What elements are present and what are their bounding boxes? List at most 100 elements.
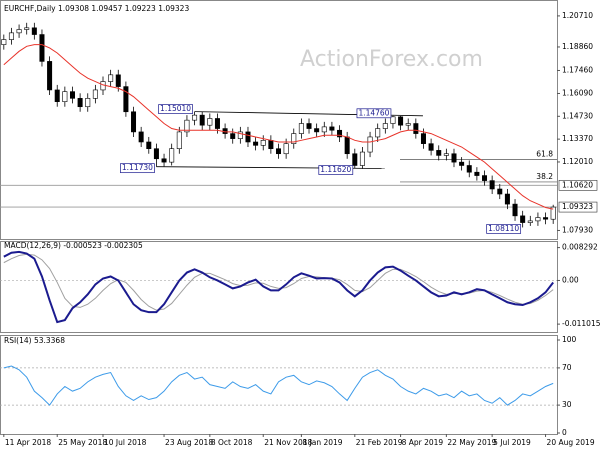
- moving-average: [3, 44, 554, 210]
- candle-body: [1, 39, 7, 45]
- annotation-label: 1.15010: [160, 104, 191, 113]
- candle-body: [359, 151, 365, 166]
- y-tick-label: -0.011015: [562, 319, 600, 328]
- macd-panel: [0, 241, 558, 333]
- chart-header: EURCHF,Daily 1.09308 1.09457 1.09223 1.0…: [4, 4, 189, 13]
- candle-body: [184, 119, 190, 133]
- candle-body: [497, 188, 503, 195]
- candle-body: [413, 123, 419, 134]
- y-tick-label: 0.008292: [562, 243, 598, 252]
- indicator-line: [3, 253, 554, 311]
- candle-body: [344, 136, 350, 155]
- x-tick-label: 21 Feb 2019: [356, 438, 403, 447]
- candle-body: [16, 29, 22, 34]
- candle-body: [466, 165, 472, 173]
- macd-title: MACD(12,26,9) -0.000523 -0.002305: [4, 241, 143, 250]
- fib-label: 61.8: [536, 150, 553, 159]
- price-level-label: 1.10620: [562, 180, 593, 189]
- candle-body: [321, 126, 327, 133]
- candle-body: [367, 136, 373, 153]
- candle-body: [176, 131, 182, 150]
- indicator-line: [3, 365, 554, 406]
- candle-body: [337, 129, 343, 138]
- candle-body: [92, 89, 98, 99]
- y-tick-label: 70: [562, 363, 572, 372]
- candle-body: [230, 133, 236, 139]
- fib-label: 38.2: [536, 172, 553, 181]
- candle-body: [54, 89, 60, 102]
- candle-body: [482, 175, 488, 181]
- y-tick-label: 0: [562, 428, 567, 437]
- candle-body: [275, 148, 281, 155]
- candle-body: [459, 161, 465, 166]
- candle-body: [47, 61, 53, 91]
- y-tick-label: 100: [562, 335, 577, 344]
- y-tick-label: 1.12010: [562, 157, 593, 166]
- y-tick-label: 1.14730: [562, 111, 593, 120]
- price-level-box: [558, 179, 598, 191]
- candle-body: [131, 111, 137, 133]
- candle-body: [535, 217, 541, 222]
- x-tick-label: 25 May 2018: [58, 438, 107, 447]
- candle-body: [520, 215, 526, 223]
- indicator-line: [3, 250, 554, 324]
- candle-body: [253, 141, 259, 146]
- candle-body: [138, 131, 144, 143]
- candle-body: [420, 133, 426, 144]
- candle-body: [390, 116, 396, 124]
- annotation-box: [158, 104, 193, 114]
- candle-body: [527, 220, 533, 223]
- candle-body: [268, 140, 274, 150]
- candle-body: [39, 34, 45, 62]
- x-tick-label: 23 Aug 2018: [165, 438, 213, 447]
- x-tick-label: 8 Apr 2019: [402, 438, 444, 447]
- annotation-label: 1.14760: [358, 108, 389, 117]
- price-level-label: 1.09323: [562, 202, 593, 211]
- candle-body: [77, 98, 83, 108]
- candle-body: [512, 203, 518, 217]
- annotation-label: 1.11620: [320, 165, 351, 174]
- watermark: ActionForex.com: [300, 47, 483, 72]
- candle-body: [489, 180, 495, 190]
- candle-body: [543, 217, 549, 220]
- candle-body: [314, 128, 320, 133]
- candle-body: [62, 91, 68, 102]
- candle-body: [398, 116, 404, 126]
- rsi-panel: [0, 335, 558, 435]
- y-tick-label: 1.13370: [562, 134, 593, 143]
- candle-body: [123, 86, 129, 113]
- candle-body: [306, 123, 312, 129]
- candle-body: [108, 74, 114, 82]
- annotation-label: 1.08110: [488, 224, 519, 233]
- candle-body: [24, 27, 30, 30]
- y-tick-label: 0.00: [562, 275, 579, 284]
- candle-body: [474, 171, 480, 176]
- candle-body: [69, 91, 75, 99]
- x-tick-label: 10 Jul 2018: [104, 438, 147, 447]
- candle-body: [443, 153, 449, 156]
- candle-body: [85, 98, 91, 108]
- candle-body: [161, 158, 167, 163]
- price-panel: [0, 0, 558, 240]
- x-tick-label: 22 May 2019: [447, 438, 496, 447]
- y-tick-label: 1.16090: [562, 88, 593, 97]
- candle-body: [214, 118, 220, 129]
- x-tick-label: 11 Apr 2018: [5, 438, 52, 447]
- y-tick-label: 1.07930: [562, 225, 593, 234]
- annotation-box: [120, 163, 155, 174]
- candle-body: [237, 131, 243, 139]
- y-tick-label: 1.20710: [562, 11, 593, 20]
- candle-body: [115, 74, 121, 87]
- x-tick-label: 20 Aug 2019: [547, 438, 595, 447]
- x-tick-label: 21 Nov 2018: [264, 438, 312, 447]
- y-tick-label: 1.17460: [562, 65, 593, 74]
- candle-body: [504, 193, 510, 205]
- y-tick-label: 1.18860: [562, 42, 593, 51]
- candle-body: [291, 133, 297, 144]
- candle-body: [375, 128, 381, 138]
- candle-body: [352, 153, 358, 166]
- candle-body: [192, 114, 198, 121]
- candle-body: [260, 140, 266, 146]
- candle-body: [329, 126, 335, 131]
